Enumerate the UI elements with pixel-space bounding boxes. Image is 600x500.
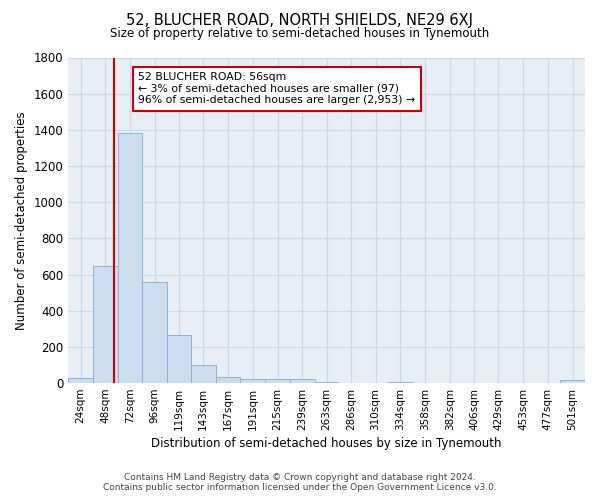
Bar	[191, 365, 215, 383]
Text: 52 BLUCHER ROAD: 56sqm
← 3% of semi-detached houses are smaller (97)
96% of semi: 52 BLUCHER ROAD: 56sqm ← 3% of semi-deta…	[139, 72, 415, 105]
Text: Contains HM Land Registry data © Crown copyright and database right 2024.
Contai: Contains HM Land Registry data © Crown c…	[103, 473, 497, 492]
Bar	[265, 380, 290, 383]
Bar	[68, 378, 93, 383]
Bar	[167, 335, 191, 383]
Bar	[142, 282, 167, 383]
Bar	[290, 380, 315, 383]
Bar	[215, 376, 241, 383]
Text: 52, BLUCHER ROAD, NORTH SHIELDS, NE29 6XJ: 52, BLUCHER ROAD, NORTH SHIELDS, NE29 6X…	[127, 12, 473, 28]
Bar	[315, 382, 338, 383]
Bar	[388, 382, 413, 383]
Bar	[93, 266, 118, 383]
Bar	[118, 134, 142, 383]
Y-axis label: Number of semi-detached properties: Number of semi-detached properties	[15, 111, 28, 330]
X-axis label: Distribution of semi-detached houses by size in Tynemouth: Distribution of semi-detached houses by …	[151, 437, 502, 450]
Bar	[241, 378, 265, 383]
Bar	[560, 380, 585, 383]
Text: Size of property relative to semi-detached houses in Tynemouth: Size of property relative to semi-detach…	[110, 28, 490, 40]
